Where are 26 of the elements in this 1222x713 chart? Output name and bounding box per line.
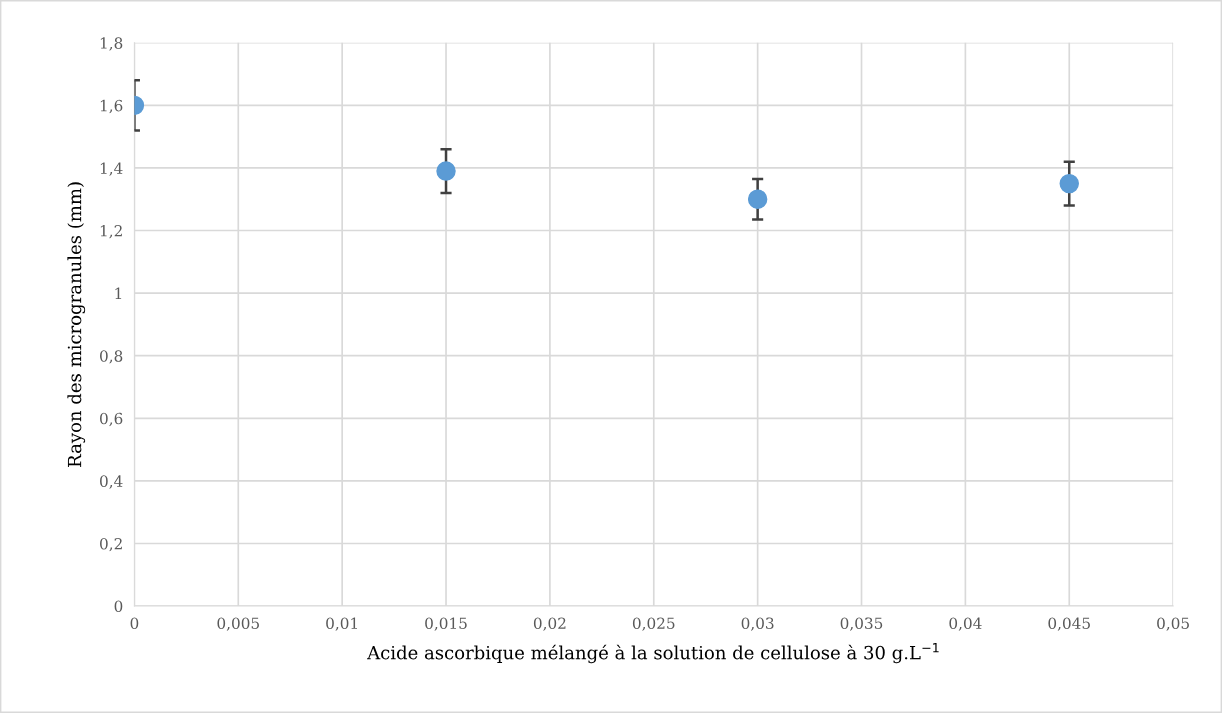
x-tick-label: 0,005 [217,617,259,631]
x-tick-label: 0 [130,617,139,629]
x-axis-title: Acide ascorbique mélangé à la solution de cellulose à 30 g.L$^{−1}$ [367,643,939,664]
y-tick-label: 1 [115,287,122,299]
x-tick-label: 0,01 [326,617,357,631]
y-tick-label: 0,8 [100,350,123,364]
x-tick-label: 0,05 [1157,617,1189,631]
y-tick-label: 0,2 [100,537,122,552]
point [436,161,456,181]
y-tick-label: 1,6 [100,99,123,114]
point [1059,173,1079,194]
y-tick-label: 0,4 [100,475,123,489]
x-tick-label: 0,045 [1048,617,1090,631]
y-axis-title: Rayon des microgranules (mm) [67,182,86,467]
x-tick-label: 0,03 [741,617,774,631]
y-tick-label: 1,2 [100,225,122,239]
y-tick-label: 0 [114,600,123,613]
x-tick-label: 0,04 [949,617,982,631]
y-tick-label: 1,8 [100,37,123,51]
x-tick-label: 0,015 [425,617,467,631]
y-tick-label: 0,6 [100,412,123,427]
x-tick-label: 0,025 [632,617,675,631]
x-tick-label: 0,035 [840,617,883,631]
x-tick-label: 0,02 [533,617,566,631]
y-tick-label: 1,4 [100,162,123,176]
point [747,189,768,209]
